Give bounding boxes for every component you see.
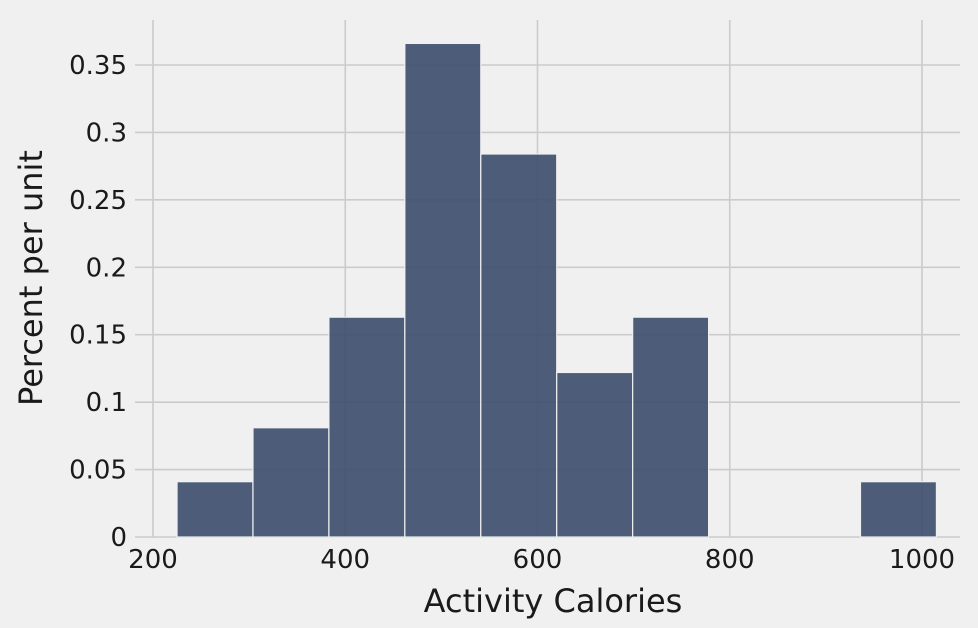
x-tick-label: 400: [320, 545, 370, 575]
y-tick-label: 0.3: [86, 118, 127, 148]
bars: [176, 42, 938, 538]
x-tick-label: 1000: [889, 545, 955, 575]
y-axis-label: Percent per unit: [12, 150, 50, 406]
x-tick-label: 600: [513, 545, 563, 575]
x-tick-label: 200: [128, 545, 178, 575]
x-tick-labels: 200 400 600 800 1000: [128, 545, 955, 575]
histogram-bar: [404, 42, 482, 538]
histogram-bar: [252, 427, 330, 538]
histogram-bar: [632, 316, 710, 538]
x-axis-label: Activity Calories: [424, 582, 683, 620]
y-tick-labels: 0 0.05 0.1 0.15 0.2 0.25 0.3 0.35: [69, 51, 127, 553]
x-tick-label: 800: [705, 545, 755, 575]
histogram-bar: [556, 371, 634, 538]
histogram-bar: [859, 481, 938, 538]
y-tick-label: 0.05: [69, 456, 127, 486]
y-tick-label: 0.35: [69, 51, 127, 81]
histogram-bar: [176, 481, 254, 538]
y-tick-label: 0.15: [69, 321, 127, 351]
y-tick-label: 0.1: [86, 388, 127, 418]
y-tick-label: 0: [110, 523, 127, 553]
histogram-bar: [480, 153, 558, 538]
histogram-bar: [328, 316, 406, 538]
y-tick-label: 0.2: [86, 253, 127, 283]
y-tick-label: 0.25: [69, 186, 127, 216]
